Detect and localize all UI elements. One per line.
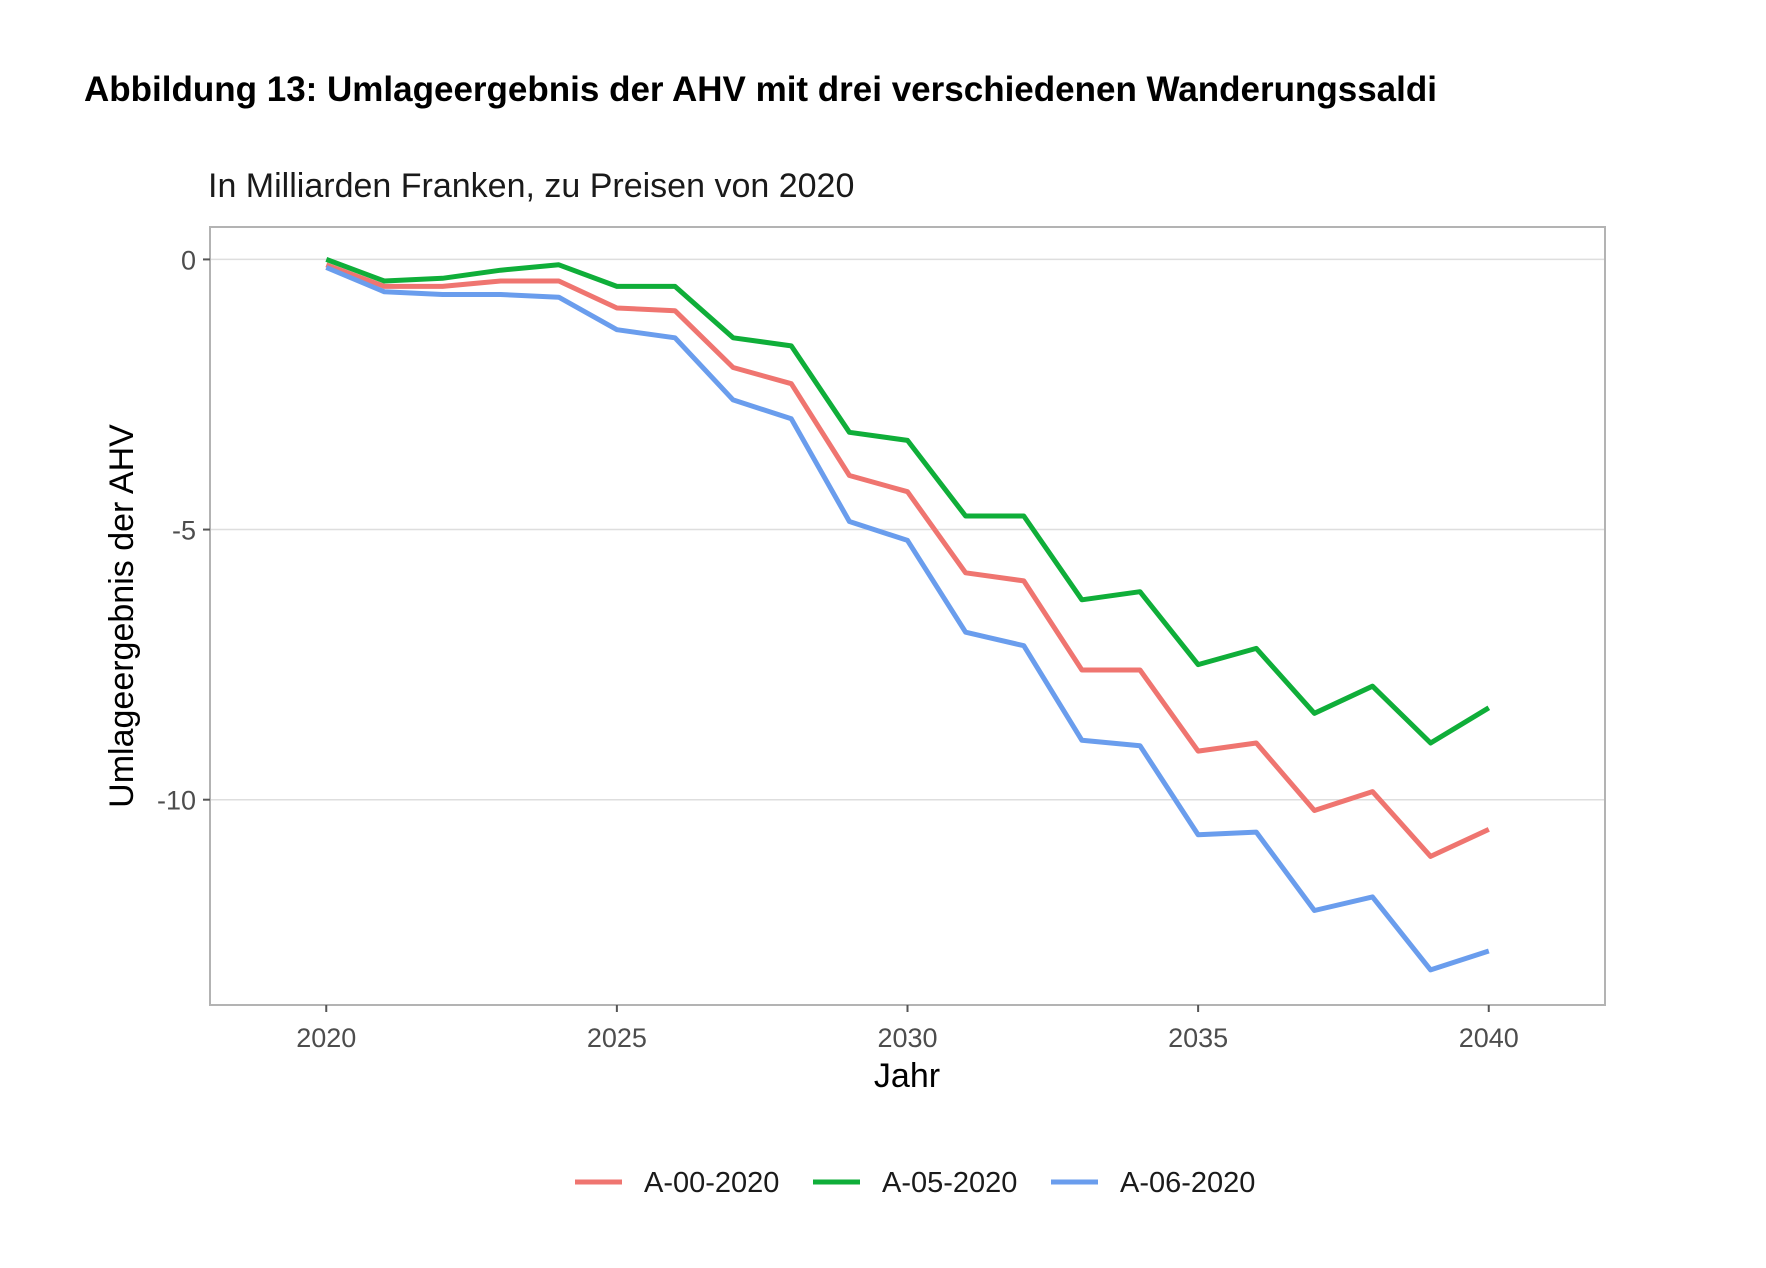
x-tick-label: 2035: [1168, 1023, 1228, 1053]
series-lines: [325, 257, 1491, 973]
figure-title: Abbildung 13: Umlageergebnis der AHV mit…: [84, 70, 1437, 109]
gridlines: [210, 258, 1605, 801]
x-tick-label: 2020: [296, 1023, 356, 1053]
x-tick-label: 2040: [1459, 1023, 1519, 1053]
legend-label: A-06-2020: [1120, 1167, 1255, 1199]
y-tick-label: 0: [181, 245, 196, 275]
x-axis-ticks: 2020 2025 2030 2035 2040: [296, 1005, 1519, 1053]
x-tick-label: 2025: [587, 1023, 647, 1053]
y-axis-label: Umlageergebnis der AHV: [103, 424, 141, 808]
legend-label: A-00-2020: [644, 1167, 779, 1199]
y-tick-label: -10: [157, 786, 196, 816]
y-tick-label: -5: [172, 516, 196, 546]
series-line-a-05-2020: [325, 257, 1491, 746]
x-axis-label: Jahr: [874, 1057, 940, 1095]
series-line-a-00-2020: [325, 262, 1490, 859]
chart-subtitle: In Milliarden Franken, zu Preisen von 20…: [208, 167, 854, 205]
legend: A-00-2020 A-05-2020 A-06-2020: [575, 1167, 1255, 1199]
x-tick-label: 2030: [877, 1023, 937, 1053]
plot-panel-border: [209, 226, 1606, 1006]
y-axis-ticks: 0 -5 -10: [157, 245, 210, 816]
series-line-a-06-2020: [325, 265, 1490, 973]
legend-label: A-05-2020: [882, 1167, 1017, 1199]
